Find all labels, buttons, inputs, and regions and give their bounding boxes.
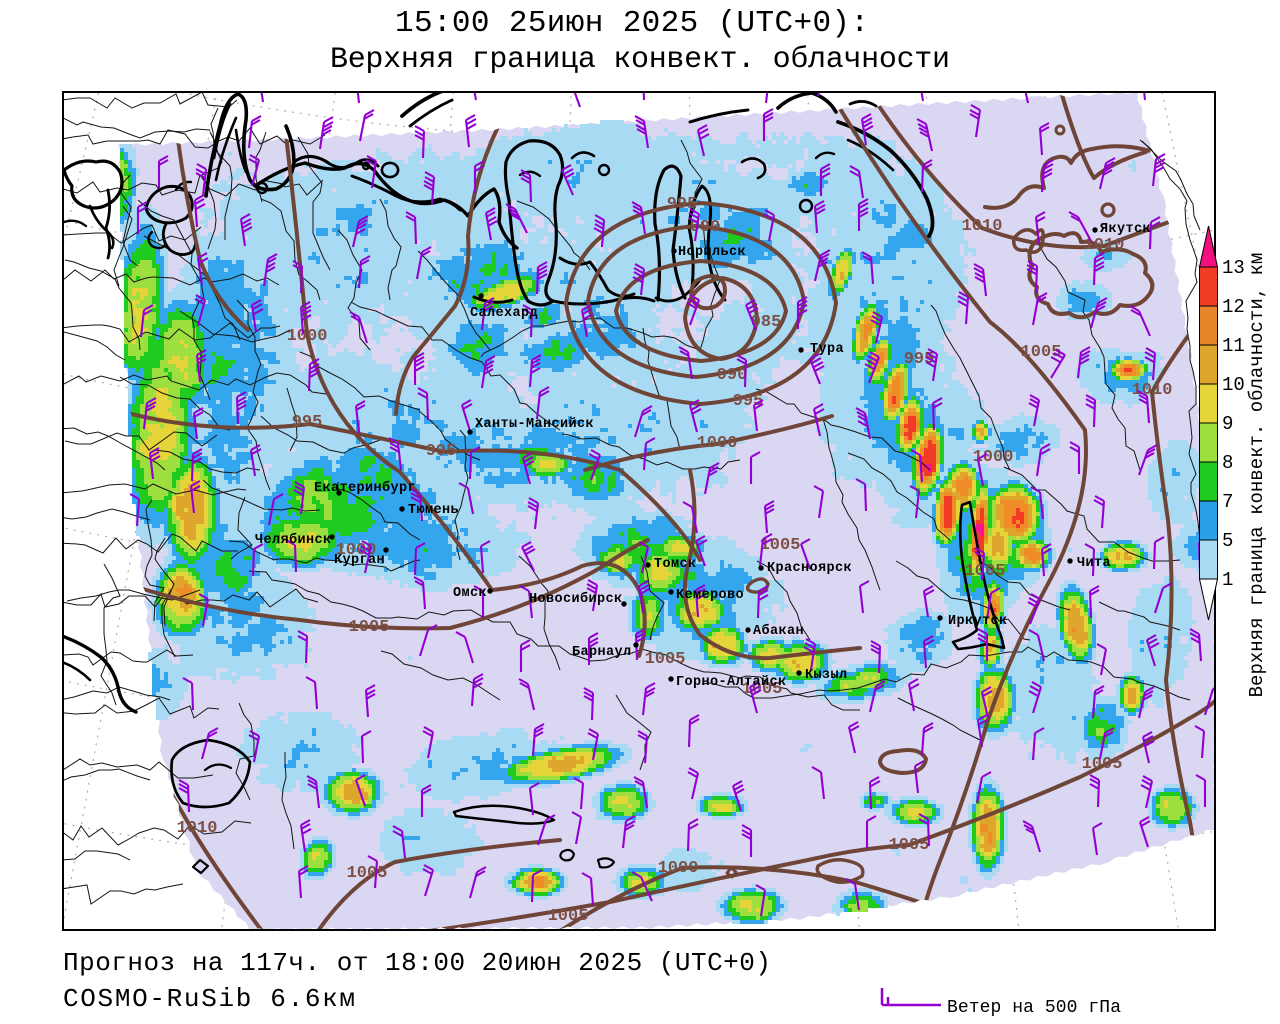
svg-text:Томск: Томск (654, 557, 697, 572)
svg-text:5: 5 (1222, 530, 1233, 552)
svg-text:Новосибирск: Новосибирск (529, 591, 623, 607)
svg-text:Норильск: Норильск (678, 245, 746, 260)
svg-text:1000: 1000 (697, 434, 738, 453)
svg-text:1010: 1010 (1132, 381, 1173, 400)
svg-text:Кызыл: Кызыл (805, 668, 848, 683)
svg-text:1005: 1005 (889, 836, 930, 855)
svg-text:995: 995 (426, 442, 457, 461)
svg-text:1010: 1010 (177, 819, 218, 838)
svg-text:1: 1 (1222, 569, 1233, 591)
svg-text:1005: 1005 (760, 536, 801, 555)
svg-text:15:00 25июн 2025 (UTC+0):: 15:00 25июн 2025 (UTC+0): (395, 6, 869, 41)
svg-text:Екатеринбург: Екатеринбург (314, 480, 416, 496)
svg-text:985: 985 (751, 313, 782, 332)
svg-text:1010: 1010 (962, 217, 1003, 236)
svg-text:1005: 1005 (349, 618, 390, 637)
svg-text:1005: 1005 (645, 650, 686, 669)
svg-text:12: 12 (1222, 296, 1245, 318)
svg-text:9: 9 (1222, 413, 1233, 435)
svg-text:Абакан: Абакан (753, 623, 804, 639)
svg-text:Салехард: Салехард (470, 306, 538, 321)
svg-text:995: 995 (292, 413, 323, 432)
svg-text:1000: 1000 (658, 859, 699, 878)
svg-text:Ханты-Мансийск: Ханты-Мансийск (475, 417, 594, 432)
svg-text:Тюмень: Тюмень (408, 503, 459, 518)
svg-text:1000: 1000 (287, 327, 328, 346)
svg-text:COSMO-RuSib 6.6км: COSMO-RuSib 6.6км (63, 984, 355, 1014)
svg-text:Красноярск: Красноярск (767, 561, 852, 576)
svg-text:1005: 1005 (548, 907, 589, 926)
svg-text:Чита: Чита (1077, 556, 1111, 571)
svg-text:1005: 1005 (347, 864, 388, 883)
svg-text:Верхняя граница конвект. облач: Верхняя граница конвект. облачности (330, 43, 950, 77)
svg-text:Тура: Тура (810, 342, 844, 357)
svg-text:Кемерово: Кемерово (676, 588, 744, 603)
svg-text:Прогноз на 117ч. от 18:00 20ию: Прогноз на 117ч. от 18:00 20июн 2025 (UT… (63, 948, 771, 978)
svg-text:7: 7 (1222, 491, 1233, 513)
svg-text:1010: 1010 (1084, 236, 1125, 255)
svg-text:995: 995 (667, 195, 698, 214)
svg-text:1005: 1005 (965, 562, 1006, 581)
svg-text:Курган: Курган (334, 553, 385, 568)
svg-text:Верхняя граница конвект. облач: Верхняя граница конвект. облачности, км (1246, 253, 1268, 698)
svg-text:Барнаул: Барнаул (572, 645, 632, 660)
svg-text:995: 995 (904, 350, 935, 369)
svg-text:990: 990 (717, 366, 748, 385)
svg-text:Иркутск: Иркутск (948, 614, 1008, 629)
svg-text:Ветер на 500 гПа: Ветер на 500 гПа (947, 998, 1121, 1018)
svg-text:10: 10 (1222, 374, 1245, 396)
svg-text:Якутск: Якутск (1100, 222, 1151, 237)
svg-text:Омск: Омск (453, 586, 487, 601)
svg-text:1005: 1005 (1082, 755, 1123, 774)
svg-text:11: 11 (1222, 335, 1245, 357)
svg-text:8: 8 (1222, 452, 1233, 474)
svg-text:1000: 1000 (336, 541, 377, 560)
svg-text:13: 13 (1222, 257, 1245, 279)
svg-text:Челябинск: Челябинск (255, 532, 332, 548)
svg-text:995: 995 (733, 392, 764, 411)
svg-text:Горно-Алтайск: Горно-Алтайск (676, 675, 787, 690)
svg-text:1000: 1000 (973, 448, 1014, 467)
